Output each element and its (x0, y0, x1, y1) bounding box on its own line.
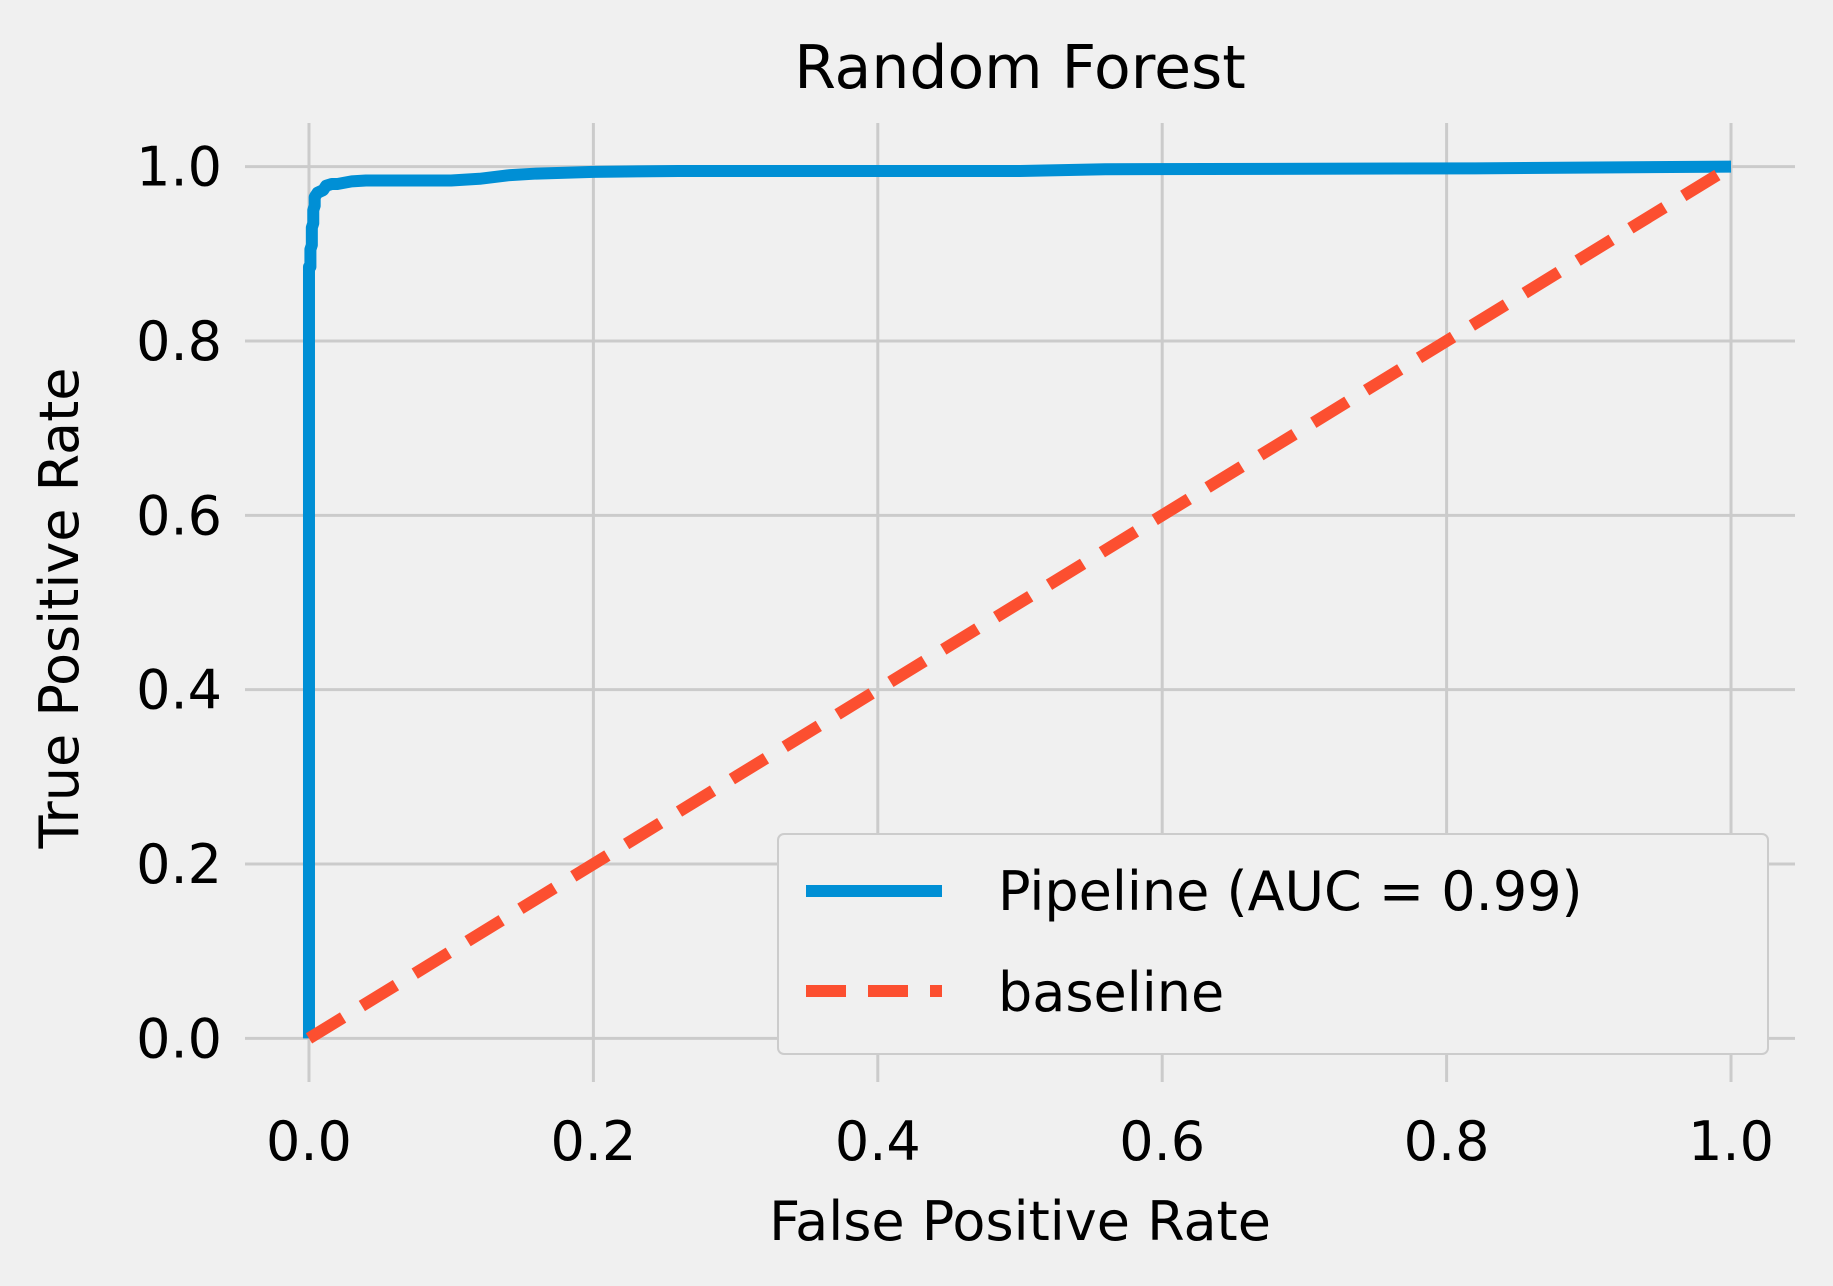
y-tick-label: 0.2 (136, 833, 222, 896)
legend: Pipeline (AUC = 0.99) baseline (777, 833, 1769, 1055)
x-tick-label: 0.6 (1119, 1110, 1205, 1173)
x-tick-label: 0.4 (835, 1110, 921, 1173)
y-tick-label: 0.6 (136, 484, 222, 547)
series-layer (302, 160, 1735, 1044)
tick-labels: 0.0 0.2 0.4 0.6 0.8 1.0 0.0 0.2 0.4 0.6 0.8 1.0 (136, 136, 1774, 1173)
x-tick-label: 1.0 (1688, 1110, 1774, 1173)
x-tick-label: 0.0 (266, 1110, 352, 1173)
grid (245, 123, 1795, 1082)
y-tick-label: 0.0 (136, 1007, 222, 1070)
legend-label-pipeline: Pipeline (AUC = 0.99) (998, 860, 1583, 923)
y-axis-label: True Positive Rate (28, 367, 91, 849)
y-tick-label: 0.8 (136, 310, 222, 373)
series-line-pipeline (302, 160, 1732, 1039)
legend-box (777, 833, 1769, 1055)
series-line-baseline (305, 161, 1735, 1044)
x-tick-label: 0.2 (550, 1110, 636, 1173)
chart-title: Random Forest (794, 33, 1246, 103)
legend-label-baseline: baseline (998, 961, 1224, 1024)
y-tick-label: 1.0 (136, 136, 222, 199)
x-tick-label: 0.8 (1404, 1110, 1490, 1173)
y-tick-label: 0.4 (136, 659, 222, 722)
x-axis-label: False Positive Rate (769, 1190, 1271, 1253)
